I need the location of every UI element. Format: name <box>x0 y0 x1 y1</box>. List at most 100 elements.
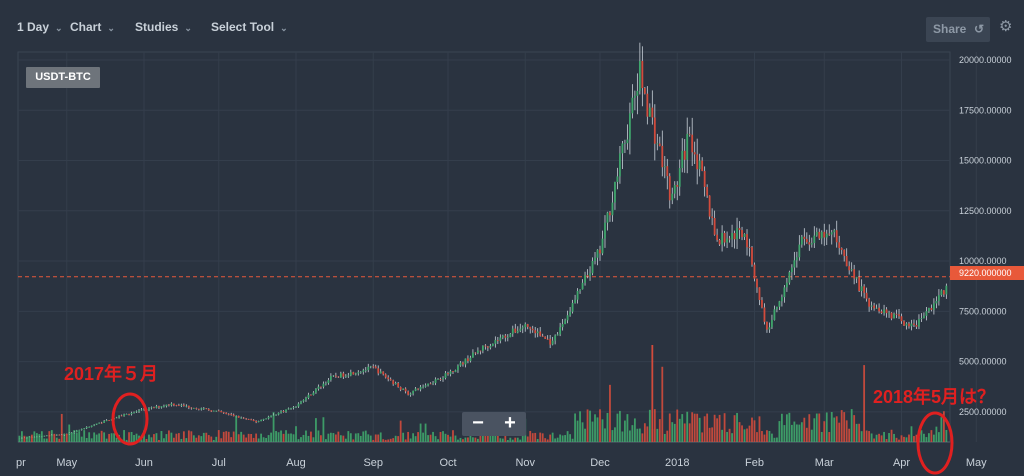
select-tool-dropdown[interactable]: Select Tool ⌄ <box>211 20 288 34</box>
volume-bar <box>88 432 91 442</box>
volume-bar <box>489 432 492 442</box>
candle-body <box>631 97 634 114</box>
candle-body <box>257 421 260 423</box>
volume-bar <box>574 413 576 442</box>
volume-bar <box>439 431 442 442</box>
candle-body <box>880 311 883 314</box>
share-label: Share <box>933 22 967 36</box>
volume-bar <box>103 432 106 442</box>
candle-body <box>60 434 63 436</box>
candle-body <box>260 419 263 422</box>
volume-bar <box>766 430 768 442</box>
candle-body <box>407 391 410 395</box>
volume-bar <box>519 439 522 442</box>
volume-bar <box>828 432 831 442</box>
volume-bar <box>472 437 474 442</box>
volume-bar <box>516 437 519 442</box>
volume-bar <box>80 436 83 442</box>
volume-bar <box>133 435 135 442</box>
volume-bar <box>511 439 514 442</box>
volume-bar <box>631 425 634 442</box>
candle-body <box>800 236 803 245</box>
candle-body <box>825 233 828 238</box>
candle-body <box>394 383 397 385</box>
volume-bar <box>629 430 631 442</box>
volume-bar <box>591 421 594 442</box>
candle-body <box>643 88 646 94</box>
candle-body <box>858 277 861 291</box>
candle-body <box>357 372 360 374</box>
volume-bar <box>265 438 267 442</box>
candle-body <box>885 309 888 314</box>
candle-body <box>422 386 424 388</box>
candle-body <box>706 186 709 196</box>
y-tick-label: 12500.00000 <box>959 206 1012 216</box>
candle-body <box>683 150 686 160</box>
candle-body <box>118 415 120 418</box>
studies-dropdown[interactable]: Studies ⌄ <box>135 20 192 34</box>
candle-body <box>823 231 826 238</box>
candle-body <box>192 408 195 409</box>
volume-bar <box>192 435 195 442</box>
candle-body <box>68 432 71 435</box>
candle-body <box>182 404 185 406</box>
volume-bar <box>825 412 828 442</box>
candle-body <box>270 415 272 417</box>
candle-body <box>606 212 609 223</box>
candle-body <box>561 324 564 328</box>
volume-bar <box>63 434 66 442</box>
candle-body <box>252 419 255 422</box>
volume-bar <box>449 436 452 442</box>
candle-body <box>140 409 143 411</box>
symbol-button[interactable]: USDT-BTC <box>26 67 100 88</box>
candle-body <box>88 426 91 428</box>
gear-icon[interactable]: ⚙ <box>999 18 1013 35</box>
candle-body <box>247 419 250 420</box>
volume-bar <box>783 425 786 442</box>
volume-bar <box>78 431 81 442</box>
candle-body <box>143 409 145 410</box>
share-button[interactable]: Share ↺ <box>926 17 990 42</box>
candle-body <box>718 240 721 245</box>
candle-body <box>835 230 838 243</box>
candle-body <box>63 433 66 435</box>
candle-body <box>317 386 320 389</box>
candle-body <box>115 417 118 419</box>
volume-bar <box>893 433 895 442</box>
volume-bar <box>190 431 193 442</box>
candle-body <box>469 357 472 362</box>
volume-bar <box>898 439 900 442</box>
candle-body <box>210 410 213 412</box>
candle-body <box>539 331 542 336</box>
candle-body <box>544 336 547 339</box>
volume-bar <box>212 439 215 442</box>
volume-bar <box>352 439 355 442</box>
volume-bar <box>751 417 753 442</box>
candle-body <box>828 233 831 235</box>
volume-bar <box>447 434 449 442</box>
candle-body <box>437 379 439 380</box>
candle-body <box>693 152 696 155</box>
volume-bar <box>638 428 641 442</box>
zoom-out-button[interactable]: − <box>472 412 484 434</box>
interval-dropdown[interactable]: 1 Day ⌄ <box>17 20 63 34</box>
zoom-in-button[interactable]: + <box>504 412 516 434</box>
volume-bar <box>130 431 133 442</box>
candle-body <box>511 328 514 334</box>
candle-body <box>379 371 382 374</box>
volume-bar <box>910 426 913 442</box>
candle-body <box>292 407 295 409</box>
candle-body <box>310 394 312 396</box>
volume-bar <box>905 437 908 442</box>
volume-bar <box>584 428 586 442</box>
volume-bar <box>494 431 497 442</box>
volume-bar <box>604 428 606 442</box>
candle-body <box>673 185 676 194</box>
candle-body <box>534 330 537 334</box>
candle-body <box>905 323 908 326</box>
volume-bar <box>242 434 245 442</box>
chart-dropdown[interactable]: Chart ⌄ <box>70 20 115 34</box>
candle-body <box>55 434 58 436</box>
candle-body <box>626 139 629 144</box>
